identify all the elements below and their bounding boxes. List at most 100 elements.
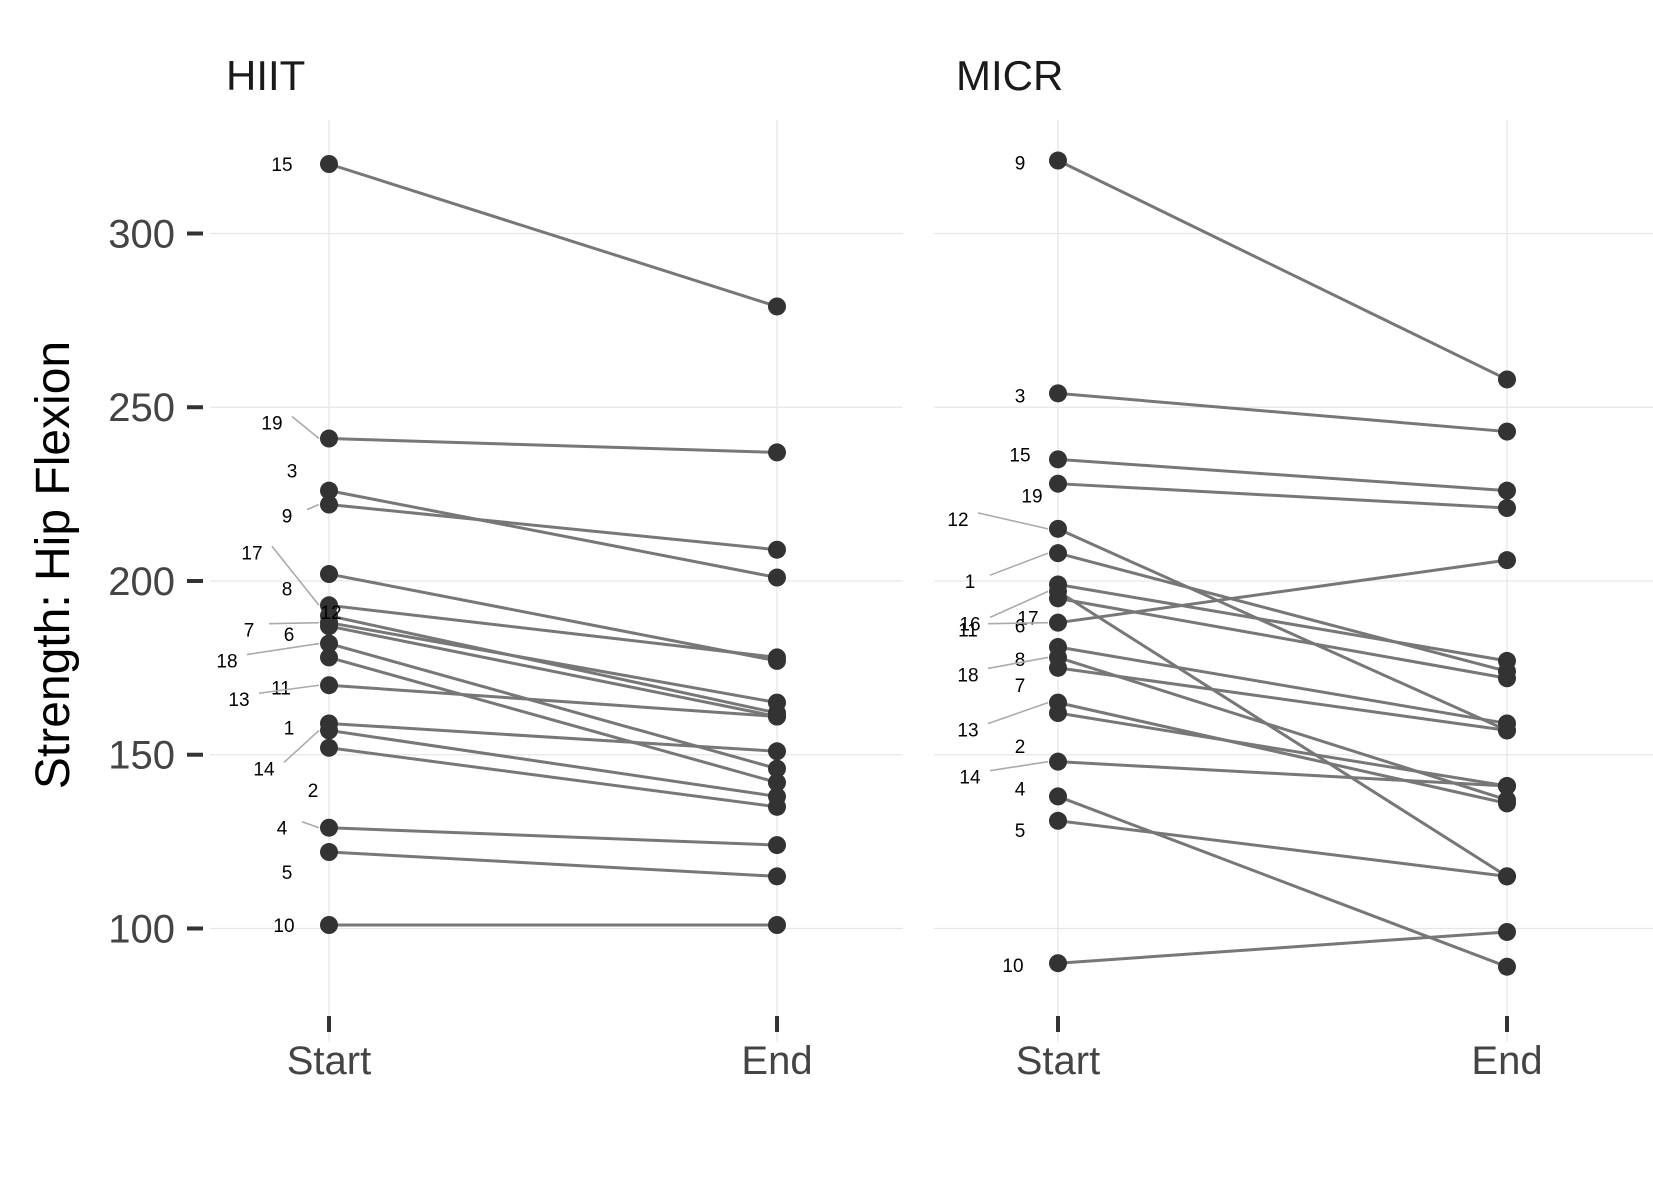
point-17-end (1498, 651, 1516, 670)
point-19-start (1049, 474, 1067, 493)
series-line-13 (1057, 701, 1508, 805)
point-19-start (320, 429, 338, 448)
series-line-19 (328, 437, 778, 454)
series-line-7 (328, 621, 778, 705)
point-10-end (1498, 922, 1516, 941)
label-leader-1 (989, 552, 1049, 576)
series-line-19 (1057, 482, 1508, 510)
point-7-end (768, 693, 786, 712)
label-leader-13 (258, 684, 320, 695)
series-line-3 (328, 489, 778, 579)
point-10-end (768, 916, 786, 934)
series-line-8 (1057, 645, 1508, 725)
participant-label-13: 13 (957, 721, 978, 742)
y-tick-label-250: 250 (108, 386, 175, 430)
label-leader-14 (989, 760, 1049, 772)
point-4-start (1049, 787, 1067, 806)
label-leader-14 (283, 729, 320, 763)
point-7-start (1049, 658, 1067, 677)
participant-label-10: 10 (1002, 956, 1023, 977)
label-leader-11 (987, 621, 1049, 625)
participant-label-2: 2 (308, 781, 319, 802)
series-line-4 (328, 826, 778, 847)
point-4-end (1498, 957, 1516, 976)
point-14-end (1498, 777, 1516, 796)
participant-label-1: 1 (965, 572, 976, 593)
participant-label-19: 19 (261, 414, 282, 435)
series-line-11 (1057, 558, 1508, 625)
point-19-end (1498, 499, 1516, 518)
point-7-end (1498, 721, 1516, 740)
point-13-end (1498, 794, 1516, 813)
point-11-start (1049, 613, 1067, 632)
y-tick-label-200: 200 (108, 560, 175, 604)
series-line-4 (1057, 795, 1508, 969)
point-15-end (1498, 481, 1516, 500)
series-line-15 (328, 162, 778, 308)
series-line-5 (1057, 819, 1508, 878)
participant-label-8: 8 (1015, 650, 1026, 671)
point-15-end (768, 297, 786, 316)
x-tick-label-start: Start (1016, 1039, 1100, 1083)
participant-label-17: 17 (1017, 608, 1038, 629)
label-leader-9 (306, 503, 320, 511)
point-5-end (1498, 867, 1516, 886)
series-line-9 (1057, 159, 1508, 381)
point-18-end (768, 759, 786, 778)
point-19-end (768, 443, 786, 462)
series-line-9 (328, 503, 778, 552)
point-11-end (1498, 551, 1516, 570)
point-3-end (768, 568, 786, 587)
y-tick-label-150: 150 (108, 734, 175, 778)
participant-label-3: 3 (287, 462, 298, 483)
point-13-end (768, 707, 786, 726)
series-line-8 (328, 614, 778, 715)
label-leader-4 (301, 820, 320, 829)
participant-label-6: 6 (284, 625, 295, 646)
label-leader-17 (271, 545, 320, 606)
point-12-start (320, 565, 338, 584)
point-14-start (1049, 752, 1067, 771)
label-leader-16 (989, 590, 1049, 619)
series-line-15 (1057, 457, 1508, 493)
label-leader-13 (987, 701, 1049, 725)
series-line-14 (1057, 760, 1508, 788)
participant-label-10: 10 (273, 916, 294, 937)
point-1-start (1049, 544, 1067, 563)
series-line-11 (328, 655, 778, 784)
point-3-end (1498, 422, 1516, 441)
point-6-start (1049, 589, 1067, 608)
series-line-14 (328, 728, 778, 798)
series-line-12 (328, 572, 778, 663)
point-9-end (768, 540, 786, 559)
point-14-start (320, 721, 338, 740)
y-axis-title: Strength: Hip Flexion (27, 341, 80, 789)
point-4-end (768, 836, 786, 855)
point-18-start (320, 634, 338, 653)
series-line-2 (1057, 711, 1508, 788)
series-line-13 (328, 683, 778, 719)
series-line-6 (328, 624, 778, 718)
point-3-start (320, 481, 338, 500)
panel-micr: MICR Start End 9 3 15 19 12 1 17 16 6 11 8 18 7 13 2 14 4 5… (934, 52, 1653, 1083)
participant-label-5: 5 (1015, 821, 1026, 842)
point-6-start (320, 617, 338, 636)
x-tick-label-start: Start (287, 1039, 371, 1083)
point-6-end (1498, 669, 1516, 688)
participant-label-1: 1 (284, 718, 295, 739)
participant-label-18: 18 (957, 665, 978, 686)
series-line-10 (1057, 930, 1508, 965)
series-line-18 (1057, 656, 1508, 802)
x-tick-label-end: End (741, 1039, 812, 1083)
y-axis-title-layer: Strength: Hip Flexion (27, 341, 80, 789)
point-5-end (768, 867, 786, 886)
participant-label-13: 13 (228, 690, 249, 711)
participant-label-9: 9 (282, 507, 293, 528)
panel-title-micr: MICR (956, 52, 1063, 99)
point-5-start (1049, 811, 1067, 830)
point-3-start (1049, 384, 1067, 403)
participant-label-7: 7 (1015, 676, 1026, 697)
series-line-1 (1057, 551, 1508, 673)
point-1-end (768, 742, 786, 761)
